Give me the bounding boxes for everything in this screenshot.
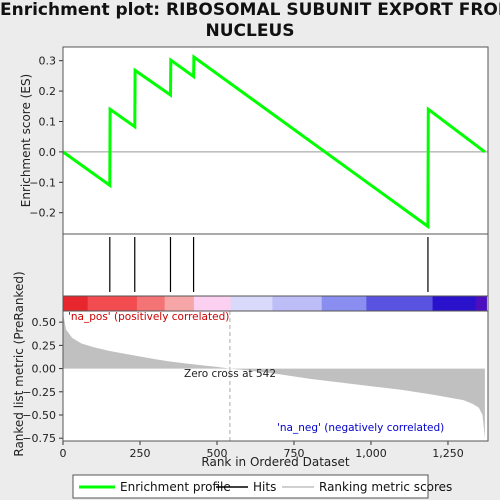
es-ytick-label: 0.1 [39, 115, 57, 128]
es-ytick-label: 0.2 [39, 85, 57, 98]
metric-xlabel: Rank in Ordered Dataset [201, 455, 349, 469]
metric-ytick-label: −0.25 [22, 386, 56, 399]
rank-color-segment [321, 296, 367, 311]
metric-ytick-label: 0.25 [32, 339, 57, 352]
rank-color-segment [272, 296, 323, 311]
metric-xtick-label: 1,250 [432, 447, 464, 460]
rank-color-segment [366, 296, 434, 311]
es-ytick-label: −0.1 [29, 176, 56, 189]
neg-correlated-label: 'na_neg' (negatively correlated) [277, 422, 444, 434]
rank-color-segment [230, 296, 273, 311]
legend-box [72, 474, 429, 499]
es-ytick-label: −0.2 [29, 207, 56, 220]
chart-title-line-2: NUCLEUS [205, 21, 295, 41]
legend-hits-label: Hits [253, 480, 276, 494]
rank-color-segment [136, 296, 166, 311]
metric-xtick-label: 0 [60, 447, 67, 460]
legend: Enrichment profile Hits Ranking metric sco… [72, 474, 452, 499]
metric-xtick-label: 250 [129, 447, 150, 460]
es-ytick-label: 0.3 [39, 55, 57, 68]
rank-color-segment [164, 296, 195, 311]
metric-xtick-label: 500 [206, 447, 227, 460]
metric-ytick-label: 0.00 [32, 363, 57, 376]
es-ytick-label: 0.0 [39, 146, 57, 159]
metric-ytick-label: 0.50 [32, 316, 57, 329]
metric-xtick-label: 750 [283, 447, 304, 460]
rank-color-segment [63, 296, 89, 311]
rank-color-segment [475, 296, 487, 311]
rank-color-segment [193, 296, 232, 311]
legend-metric-label: Ranking metric scores [319, 480, 452, 494]
rank-color-segment [432, 296, 477, 311]
chart-title: Enrichment plot: RIBOSOMAL SUBUNIT EXPOR… [0, 0, 500, 42]
rank-color-segment [87, 296, 138, 311]
metric-xtick-label: 1,000 [355, 447, 387, 460]
panel-border [62, 310, 489, 442]
metric-ytick-label: −0.50 [22, 409, 56, 422]
metric-ytick-label: −0.75 [22, 432, 56, 445]
metric-ylabel: Ranked list metric (PreRanked) [12, 271, 26, 456]
pos-correlated-label: 'na_pos' (positively correlated) [68, 311, 229, 323]
es-ylabel: Enrichment score (ES) [19, 74, 33, 207]
legend-profile-label: Enrichment profile [120, 480, 231, 494]
enrichment-profile-line [62, 54, 486, 230]
chart-title-line-1: Enrichment plot: RIBOSOMAL SUBUNIT EXPOR… [0, 0, 500, 20]
ranking-metric-area [63, 312, 485, 439]
zero-cross-label: Zero cross at 542 [184, 368, 276, 380]
